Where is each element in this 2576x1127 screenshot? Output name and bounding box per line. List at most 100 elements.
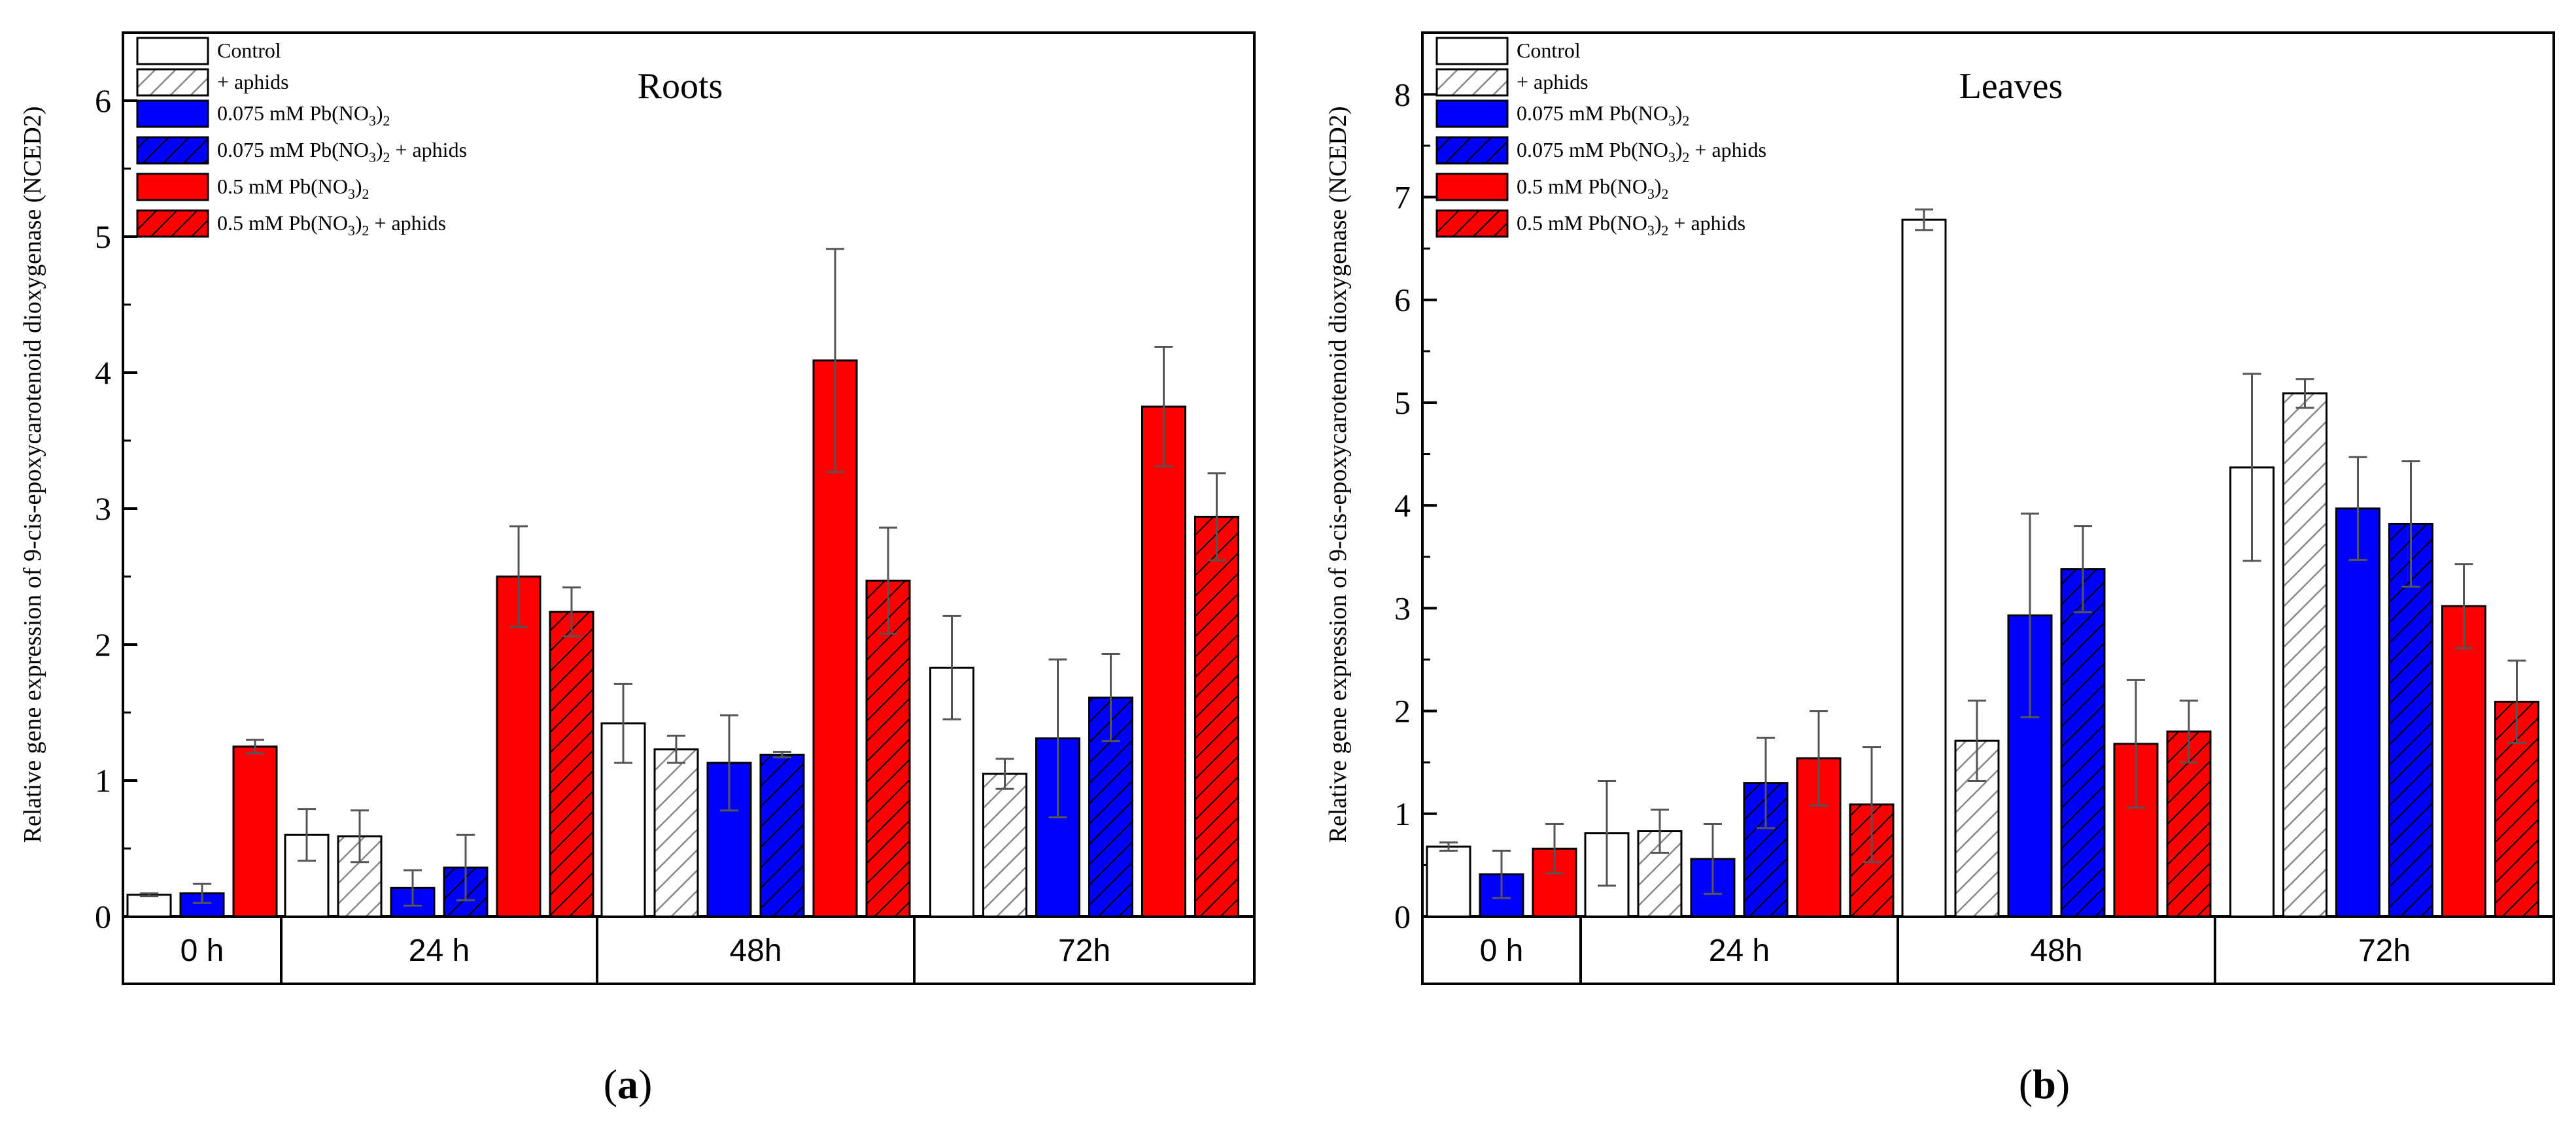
error-bar [2021,513,2039,718]
y-tick-label: 8 [1394,76,1411,112]
error-bar [509,525,528,628]
panel-b: 0 1 2 3 4 5 6 7 8 0 h 24 h 48h 72h Leaves Relative … [1324,31,2555,1107]
legend-item: 0.5 mM Pb(NO3)2 [1435,173,1668,202]
error-bars [140,248,1226,907]
y-axis-label: Relative gene expression of 9-cis-epoxyc… [19,107,46,843]
legend-label: Control [1517,39,1581,62]
error-bar [1048,658,1067,818]
legend-label: 0.075 mM Pb(NO3)2 [1517,101,1689,129]
category-labels: 0 h 24 h 48h 72h [1480,917,2411,984]
error-bar [1704,823,1722,895]
legend-label: Control [217,39,281,62]
error-bar [879,526,897,635]
legend-swatch [136,37,209,65]
legend-label: 0.5 mM Pb(NO3)2 [1517,175,1668,202]
legend-item: Control [136,37,281,65]
bar [126,894,172,918]
error-bar [1101,653,1120,743]
legend-swatch [136,173,209,201]
error-bar [456,833,475,901]
legend-swatch [136,209,209,238]
bar [982,773,1027,918]
y-axis-label: Relative gene expression of 9-cis-epoxyc… [1324,107,1352,843]
legend-swatch [1435,99,1509,128]
category-label: 0 h [180,934,224,968]
error-bar [2242,373,2261,562]
y-axis: 0 1 2 3 4 5 6 7 8 [1394,76,1437,935]
error-bar [995,758,1014,790]
bar [2441,605,2486,918]
legend-item: + aphids [1435,68,1589,97]
bar [1901,218,1947,918]
legend-swatch [1435,136,1509,165]
bar [1637,830,1683,918]
legend-label: + aphids [1517,70,1589,93]
category-label: 72h [1058,934,1110,968]
legend-item: + aphids [136,68,289,97]
y-tick-label: 7 [1394,179,1411,216]
error-bar [1598,779,1616,887]
y-tick-label: 0 [95,898,111,935]
legend-label: 0.075 mM Pb(NO3)2 [217,101,390,129]
y-tick-label: 1 [95,762,111,799]
legend-item: 0.5 mM Pb(NO3)2 + aphids [136,209,446,239]
error-bar [404,869,422,907]
bar [759,753,805,918]
error-bar [1492,849,1511,900]
error-bar [1154,345,1173,468]
legend-label: 0.5 mM Pb(NO3)2 + aphids [217,211,446,239]
bars [126,359,1239,918]
category-label: 72h [2358,934,2411,968]
y-tick-label: 2 [1394,693,1411,730]
panel-label: (b) [2019,1061,2070,1107]
category-labels: 0 h 24 h 48h 72h [180,917,1110,984]
category-label: 24 h [409,934,470,968]
category-label: 0 h [1480,934,1524,968]
legend-swatch [136,136,209,165]
category-label: 48h [2030,934,2082,968]
y-tick-label: 4 [1394,487,1411,524]
error-bar [720,714,738,812]
error-bar [2127,679,2145,809]
y-tick-label: 3 [1394,590,1411,626]
error-bar [614,682,632,764]
error-bar [1439,841,1458,852]
legend-item: 0.075 mM Pb(NO3)2 [136,99,390,129]
bars [1426,218,2539,918]
bar [549,611,594,918]
error-bar [773,750,791,759]
legend: Control + aphids 0.075 mM Pb(NO3)2 0.075 mM… [1435,37,1766,239]
bar [2282,392,2327,918]
error-bar [2507,660,2526,744]
error-bar [826,248,844,473]
legend-swatch [1435,173,1509,201]
error-bar [1207,472,1226,562]
bar [865,579,911,918]
bar [1141,405,1186,918]
error-bars [1439,208,2526,900]
error-bar [1810,710,1828,807]
error-bar [2454,563,2473,650]
category-label: 24 h [1709,934,1770,968]
error-bar [2074,525,2092,614]
legend-item: Control [1435,37,1581,65]
error-bar [1757,736,1775,830]
bar [2060,568,2106,918]
bar [496,575,541,918]
panel-label: (a) [604,1061,653,1107]
chart-title: Roots [638,66,723,107]
legend-label: 0.5 mM Pb(NO3)2 + aphids [1517,211,1745,239]
y-axis: 0 1 2 3 4 5 6 [95,82,137,935]
y-tick-label: 6 [1394,282,1411,318]
panel-a: 0 1 2 3 4 5 6 0 h 24 h 48h 72h Roots Relative gen… [19,31,1256,1107]
error-bar [246,739,264,754]
legend-label: 0.5 mM Pb(NO3)2 [217,175,369,202]
error-bar [1915,208,1933,231]
error-bar [193,883,211,904]
legend-swatch [1435,37,1509,65]
error-bar [1968,699,1986,782]
error-bar [1863,746,1881,864]
y-tick-label: 1 [1394,796,1411,832]
y-tick-label: 6 [95,82,111,119]
legend-label: 0.075 mM Pb(NO3)2 + aphids [1517,138,1766,165]
